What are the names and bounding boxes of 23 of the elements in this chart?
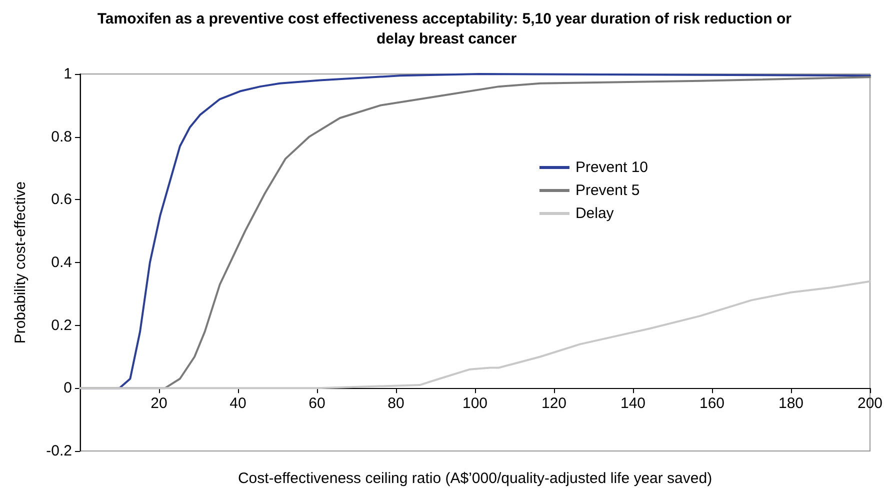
- y-tick-label: -0.2: [46, 442, 72, 460]
- y-axis-title: Probability cost-effective: [12, 181, 29, 344]
- y-tick-label: 0: [64, 380, 72, 397]
- x-tick-label: 60: [308, 395, 326, 412]
- x-tick-label: 80: [388, 395, 404, 412]
- x-tick-label: 180: [778, 395, 804, 412]
- legend-label: Prevent 10: [575, 159, 648, 176]
- x-tick-label: 40: [230, 395, 246, 412]
- y-tick-label: 0.4: [51, 254, 72, 271]
- chart-title: Tamoxifen as a preventive cost effectiveness acceptability: 5,10 year duration of risk reduction or delay breast cancer: [97, 10, 796, 48]
- x-tick-label: 160: [699, 395, 725, 412]
- x-tick-label: 20: [150, 395, 168, 412]
- legend-label: Prevent 5: [575, 182, 640, 199]
- x-tick-label: 140: [620, 395, 646, 412]
- y-tick-label: 0.2: [51, 316, 72, 334]
- y-tick-label: 0.8: [51, 128, 72, 146]
- y-tick-label: 0.6: [51, 191, 72, 208]
- x-tick-label: 120: [541, 395, 567, 412]
- y-tick-label: 1: [64, 66, 72, 82]
- x-axis-title: Cost-effectiveness ceiling ratio (A$’000/quality-adjusted life year saved): [238, 470, 712, 487]
- x-tick-label: 200: [857, 395, 883, 412]
- x-tick-label: 100: [462, 395, 488, 412]
- legend-label: Delay: [575, 205, 614, 222]
